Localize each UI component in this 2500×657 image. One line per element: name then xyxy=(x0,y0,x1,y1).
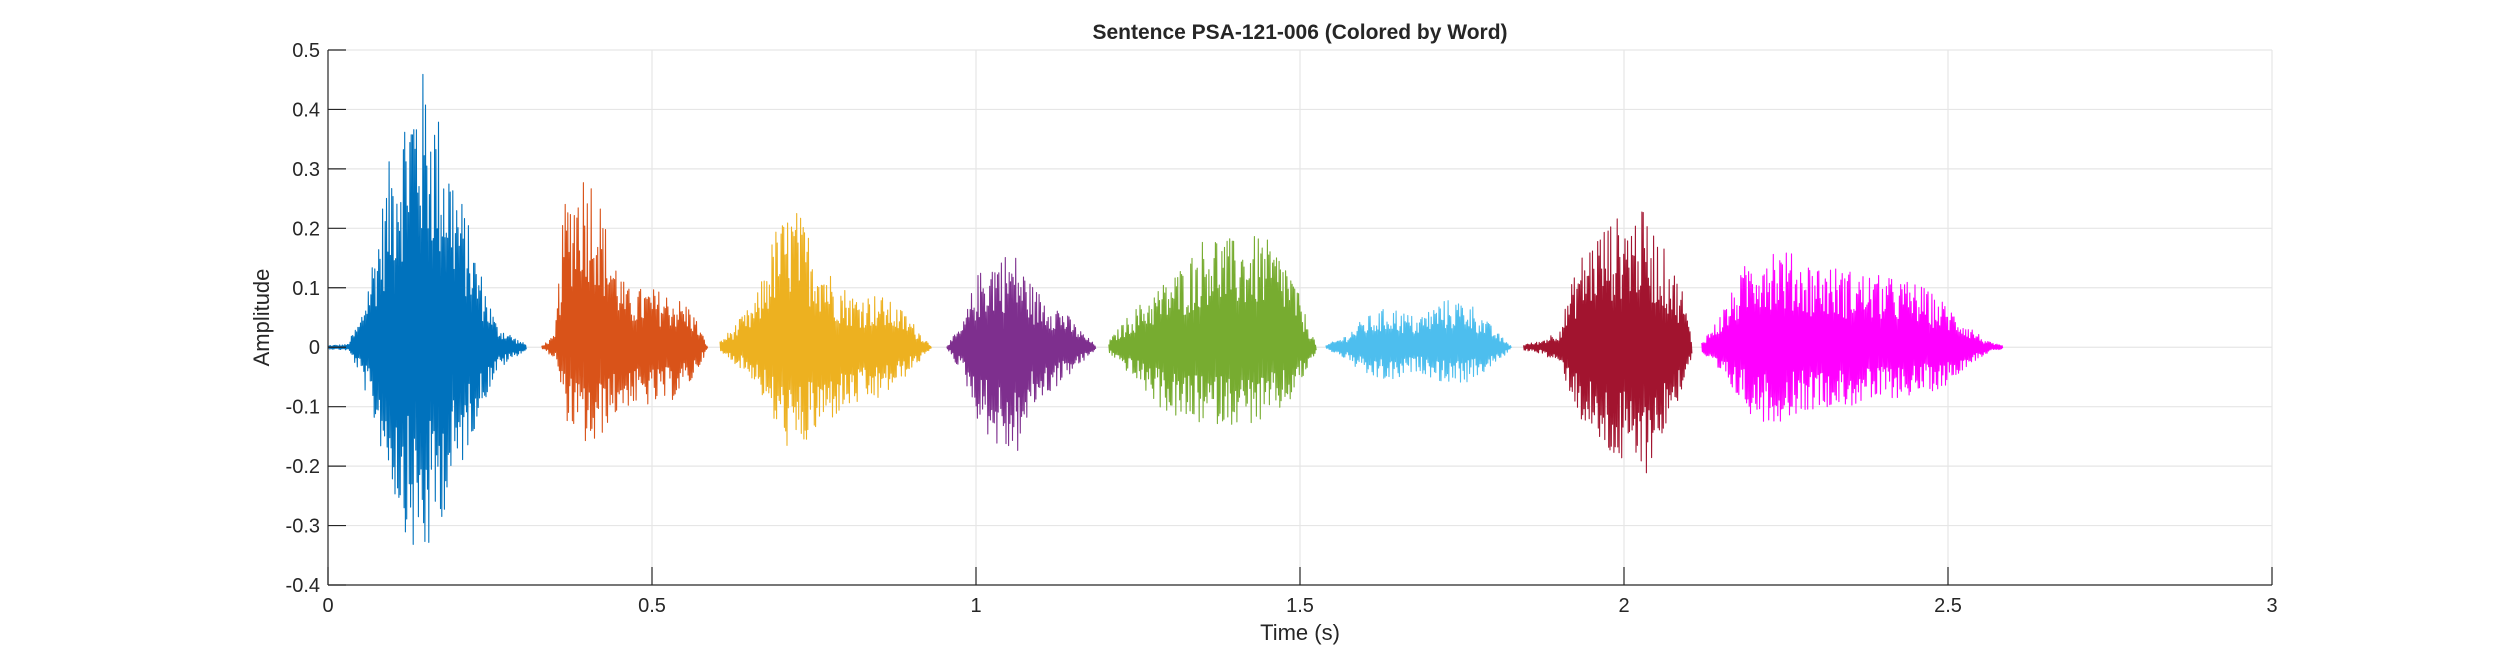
word-waveform-2 xyxy=(541,182,709,442)
x-tick-label: 0.5 xyxy=(638,595,666,617)
word-waveform-6 xyxy=(1325,300,1512,383)
word-waveform-8 xyxy=(1701,252,2004,422)
x-tick-label: 2 xyxy=(1618,595,1629,617)
x-tick-label: 3 xyxy=(2266,595,2277,617)
y-tick-label: -0.3 xyxy=(286,516,320,538)
x-tick-label: 1 xyxy=(970,595,981,617)
y-tick-label: 0.1 xyxy=(292,278,320,300)
chart-title: Sentence PSA-121-006 (Colored by Word) xyxy=(1092,21,1507,44)
x-tick-label: 0 xyxy=(322,595,333,617)
series-group xyxy=(327,73,2004,545)
x-axis-label: Time (s) xyxy=(1260,620,1340,645)
y-tick-label: -0.1 xyxy=(286,397,320,419)
word-waveform-1 xyxy=(327,73,527,545)
word-waveform-4 xyxy=(946,256,1097,451)
word-waveform-3 xyxy=(719,213,932,446)
y-tick-label: 0.2 xyxy=(292,218,320,240)
y-tick-label: 0.5 xyxy=(292,40,320,62)
x-tick-label: 1.5 xyxy=(1286,595,1314,617)
ticks: 0 0.5 1 1.5 2 2.5 3 0.5 0.4 0.3 0.2 0.1 0 -0.1 -0.2 -0.… xyxy=(286,40,2278,617)
word-waveform-7 xyxy=(1523,211,1693,474)
y-tick-label: -0.2 xyxy=(286,456,320,478)
y-tick-label: 0.4 xyxy=(292,99,320,121)
word-waveform-5 xyxy=(1108,236,1317,425)
y-axis-label: Amplitude xyxy=(249,269,274,367)
x-tick-label: 2.5 xyxy=(1934,595,1962,617)
y-tick-label: 0.3 xyxy=(292,159,320,181)
y-tick-label: -0.4 xyxy=(286,575,320,597)
y-tick-label: 0 xyxy=(309,337,320,359)
